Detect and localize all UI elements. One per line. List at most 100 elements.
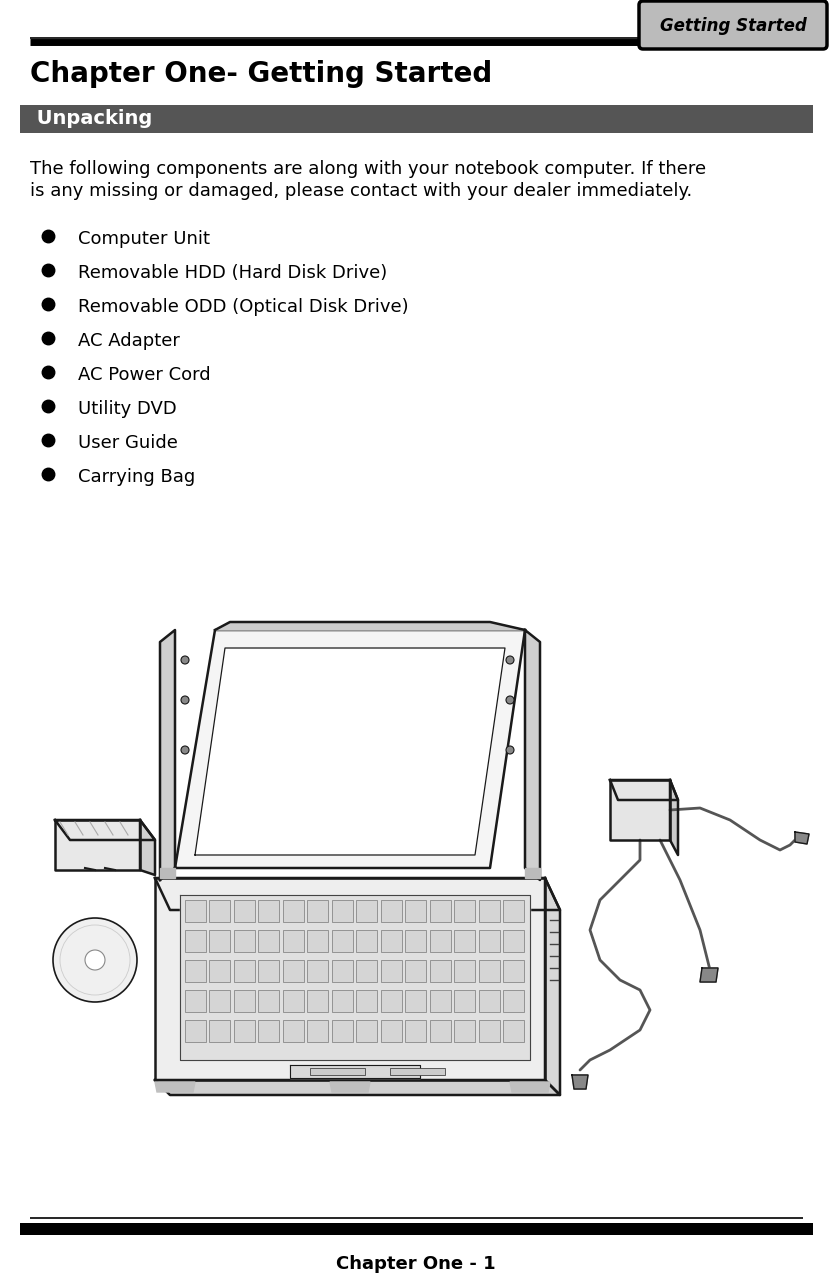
Bar — [503, 900, 525, 921]
Bar — [332, 930, 353, 952]
Circle shape — [181, 656, 189, 665]
Bar — [503, 1020, 525, 1042]
Polygon shape — [155, 1082, 195, 1091]
Circle shape — [53, 918, 137, 1002]
Polygon shape — [195, 648, 505, 855]
Bar — [406, 990, 426, 1012]
Bar — [479, 900, 500, 921]
Bar — [406, 960, 426, 982]
Bar — [310, 1068, 365, 1075]
Bar — [455, 900, 476, 921]
Bar — [185, 1020, 206, 1042]
Text: Computer Unit: Computer Unit — [78, 230, 210, 248]
Bar — [332, 1020, 353, 1042]
Polygon shape — [610, 780, 678, 800]
Bar — [430, 1020, 451, 1042]
Bar — [185, 900, 206, 921]
Bar — [390, 1068, 445, 1075]
Polygon shape — [160, 630, 175, 881]
Text: Utility DVD: Utility DVD — [78, 400, 177, 418]
Bar — [430, 960, 451, 982]
Polygon shape — [795, 832, 809, 843]
Bar — [258, 1020, 280, 1042]
Bar — [258, 930, 280, 952]
Bar — [258, 900, 280, 921]
Circle shape — [85, 950, 105, 970]
Bar — [283, 900, 304, 921]
Polygon shape — [55, 820, 155, 840]
Bar — [357, 960, 377, 982]
Polygon shape — [140, 820, 155, 875]
Polygon shape — [700, 967, 718, 982]
Polygon shape — [175, 630, 525, 868]
Bar — [455, 990, 476, 1012]
Text: AC Power Cord: AC Power Cord — [78, 366, 211, 383]
Polygon shape — [155, 1080, 560, 1095]
Bar — [307, 990, 328, 1012]
Bar — [357, 1020, 377, 1042]
Bar — [455, 1020, 476, 1042]
Bar — [503, 990, 525, 1012]
Bar — [307, 1020, 328, 1042]
Bar — [20, 105, 813, 133]
Polygon shape — [290, 1065, 420, 1079]
Bar — [234, 960, 255, 982]
Bar — [503, 930, 525, 952]
Text: AC Adapter: AC Adapter — [78, 332, 180, 350]
Text: Chapter One- Getting Started: Chapter One- Getting Started — [30, 60, 492, 88]
Bar — [357, 990, 377, 1012]
Bar — [234, 900, 255, 921]
Text: User Guide: User Guide — [78, 435, 178, 452]
Bar — [381, 930, 402, 952]
Bar — [381, 1020, 402, 1042]
Bar — [210, 990, 231, 1012]
Polygon shape — [215, 622, 525, 630]
Circle shape — [506, 697, 514, 704]
Bar — [332, 960, 353, 982]
Text: Removable ODD (Optical Disk Drive): Removable ODD (Optical Disk Drive) — [78, 298, 409, 316]
Bar — [430, 990, 451, 1012]
Bar — [479, 930, 500, 952]
Bar — [210, 900, 231, 921]
Bar — [307, 960, 328, 982]
Bar — [479, 960, 500, 982]
Polygon shape — [330, 1082, 370, 1091]
Text: Unpacking: Unpacking — [30, 110, 152, 129]
Bar — [307, 900, 328, 921]
Text: Chapter One - 1: Chapter One - 1 — [337, 1255, 496, 1273]
Text: The following components are along with your notebook computer. If there: The following components are along with … — [30, 160, 706, 178]
Bar — [406, 900, 426, 921]
Bar — [210, 930, 231, 952]
Bar — [332, 900, 353, 921]
Bar — [185, 960, 206, 982]
Bar — [455, 930, 476, 952]
Bar — [234, 1020, 255, 1042]
Polygon shape — [525, 630, 540, 881]
Polygon shape — [525, 868, 540, 878]
Bar — [234, 930, 255, 952]
Bar — [210, 1020, 231, 1042]
Bar — [381, 900, 402, 921]
Bar — [503, 960, 525, 982]
Bar — [307, 930, 328, 952]
Polygon shape — [55, 820, 140, 870]
Bar — [430, 900, 451, 921]
Text: Carrying Bag: Carrying Bag — [78, 468, 195, 486]
Bar — [381, 990, 402, 1012]
Circle shape — [181, 746, 189, 754]
Circle shape — [506, 656, 514, 665]
Text: Removable HDD (Hard Disk Drive): Removable HDD (Hard Disk Drive) — [78, 265, 387, 282]
Bar — [283, 1020, 304, 1042]
Bar — [430, 930, 451, 952]
Bar — [258, 990, 280, 1012]
Bar — [20, 1223, 813, 1235]
Bar — [479, 990, 500, 1012]
Bar — [283, 930, 304, 952]
Text: Getting Started: Getting Started — [660, 17, 806, 35]
Polygon shape — [160, 868, 175, 878]
Text: is any missing or damaged, please contact with your dealer immediately.: is any missing or damaged, please contac… — [30, 181, 692, 199]
Polygon shape — [545, 878, 560, 1095]
Polygon shape — [155, 878, 545, 1080]
Bar — [283, 960, 304, 982]
Bar — [357, 900, 377, 921]
